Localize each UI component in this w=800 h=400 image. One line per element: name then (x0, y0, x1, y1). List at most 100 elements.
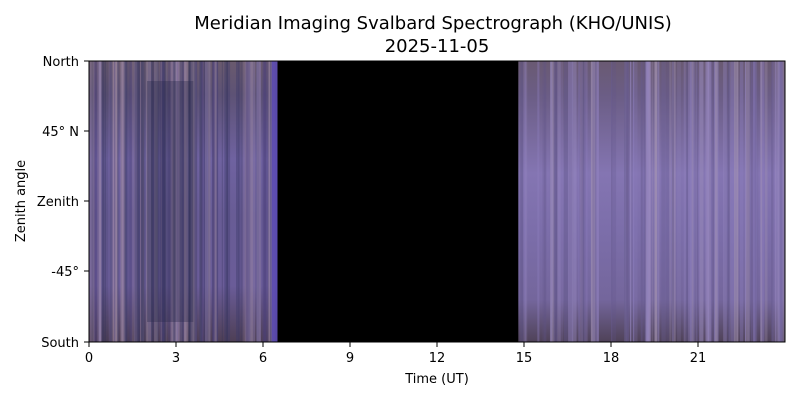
spectrogram-streak (122, 61, 124, 342)
spectrogram-streak (111, 61, 115, 342)
spectrogram-streak (202, 61, 206, 342)
spectrogram-streak (114, 61, 117, 342)
spectrogram-streak (160, 61, 163, 342)
spectrogram-streak (550, 61, 555, 342)
spectrogram-streak (141, 61, 145, 342)
spectrogram-streak (776, 61, 780, 342)
spectrogram-streak (654, 61, 657, 342)
spectrogram-streak (267, 61, 271, 342)
spectrogram-streak (591, 61, 596, 342)
spectrogram-streak (538, 61, 540, 342)
spectrogram-streak (208, 61, 210, 342)
spectrogram-streak (263, 61, 269, 342)
spectrogram-streak (686, 61, 689, 342)
spectrogram-streak (753, 61, 755, 342)
spectrogram-streak (699, 61, 704, 342)
y-tick-label-zenith: Zenith (37, 195, 79, 210)
x-tick-label: 12 (429, 351, 446, 366)
spectrogram-streak (175, 61, 180, 342)
spectrogram-streak (537, 61, 540, 342)
x-tick-label: 3 (172, 351, 180, 366)
spectrogram-streak (645, 61, 651, 342)
spectrogram-streak (555, 61, 558, 342)
spectrogram-streak (109, 61, 113, 342)
y-tick-label-south: South (41, 336, 79, 351)
spectrogram-streak (227, 61, 231, 342)
spectrogram-streak (771, 61, 776, 342)
spectrogram-streak (146, 61, 152, 342)
spectrogram-streak (240, 61, 243, 342)
spectrogram-streak (648, 61, 652, 342)
spectrogram-streak (121, 61, 126, 342)
spectrogram-streak (713, 61, 715, 342)
spectrogram-streak (524, 61, 528, 342)
spectrogram-streak (654, 61, 657, 342)
spectrogram-streak (190, 61, 193, 342)
spectrogram-streak (162, 61, 165, 342)
spectrogram-streak (191, 61, 197, 342)
spectrogram-streak (201, 61, 203, 342)
spectrogram-streak (205, 61, 208, 342)
y-axis-ticks: North 45° N Zenith -45° South (37, 55, 89, 351)
spectrogram-streak (645, 61, 649, 342)
spectrogram-streak (101, 61, 104, 342)
spectrogram-streak (729, 61, 731, 342)
spectrogram-streak (661, 61, 666, 342)
spectrogram-streak (550, 61, 553, 342)
spectrogram-streak (252, 61, 256, 342)
spectrogram-streak (184, 61, 189, 342)
spectrogram-streak (120, 61, 122, 342)
y-tick-label-north: North (43, 55, 79, 70)
spectrogram-streak (684, 61, 687, 342)
spectrogram-streak (651, 61, 654, 342)
spectrogram-streak (629, 61, 633, 342)
spectrogram-streak (571, 61, 577, 342)
spectrogram-streak (94, 61, 98, 342)
spectrogram-streak (708, 61, 713, 342)
spectrogram-streak (625, 61, 630, 342)
spectrogram-streak (181, 61, 185, 342)
spectrogram-streak (630, 61, 632, 342)
spectrogram-streak (188, 61, 194, 342)
spectrogram-streak (104, 61, 106, 342)
spectrogram-streak (256, 61, 261, 342)
spectrogram-streak (134, 61, 138, 342)
spectrogram-streak (559, 61, 564, 342)
spectrogram-streak (695, 61, 697, 342)
spectrogram-streak (165, 61, 168, 342)
spectrogram-streak (727, 61, 730, 342)
spectrogram-streak (645, 61, 649, 342)
spectrogram-streak (775, 61, 777, 342)
spectrogram-streak (171, 61, 175, 342)
spectrogram-streak (666, 61, 670, 342)
spectrogram-streak (169, 61, 174, 342)
x-axis-label: Time (UT) (404, 372, 469, 387)
spectrogram-streak (175, 61, 181, 342)
spectrogram-segment-late (518, 61, 785, 342)
spectrogram-streak (748, 61, 752, 342)
spectrogram-streak (153, 61, 155, 342)
spectrogram-streak (245, 61, 251, 342)
spectrogram-streak (172, 61, 174, 342)
spectrogram-streak (671, 61, 676, 342)
spectrogram-streak (596, 61, 598, 342)
spectrogram-streak (213, 61, 218, 342)
spectrogram-streak (117, 61, 119, 342)
spectrogram-streak (246, 61, 251, 342)
spectrogram-streak (245, 61, 248, 342)
spectrogram-streak (168, 61, 172, 342)
spectrogram-streak (734, 61, 738, 342)
spectrogram-streak (236, 61, 240, 342)
spectrogram-streak (183, 61, 187, 342)
spectrogram-streak (212, 61, 215, 342)
spectrogram-streak (177, 61, 181, 342)
spectrogram-streak (577, 61, 581, 342)
spectrogram-streak (91, 61, 94, 342)
spectrogram-streak (696, 61, 698, 342)
spectrogram-streak (760, 61, 763, 342)
spectrogram-streak (753, 61, 757, 342)
spectrogram-streak (554, 61, 557, 342)
spectrogram-streak (611, 61, 613, 342)
spectrogram-streak (269, 61, 273, 342)
